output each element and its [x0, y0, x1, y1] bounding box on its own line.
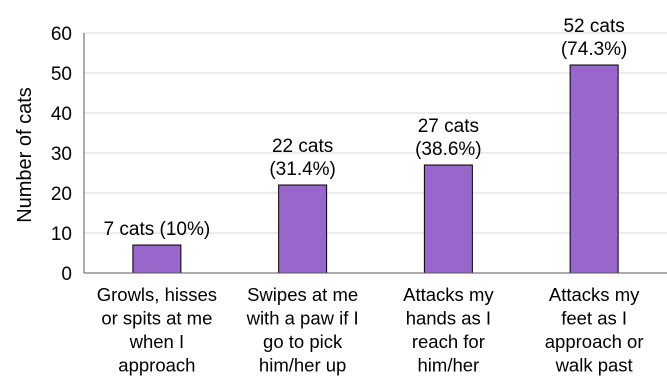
- bar-2: [278, 184, 328, 274]
- category-label-line: him/her up: [259, 355, 346, 376]
- data-label-3: 27 cats (38.6%): [415, 116, 482, 160]
- axes: [83, 33, 667, 274]
- y-tick-label: 40: [51, 104, 72, 125]
- y-tick-label: 20: [51, 184, 72, 205]
- data-label-line: 27 cats: [418, 116, 479, 137]
- y-tick-label: 0: [61, 264, 72, 285]
- bar-3: [423, 164, 473, 274]
- category-label-line: Attacks my: [549, 284, 640, 305]
- category-labels: Growls, hisses or spits at me when I approa…: [97, 284, 644, 376]
- category-label-line: Attacks my: [403, 284, 494, 305]
- y-tick-label: 30: [51, 144, 72, 165]
- y-axis-title: Number of cats: [14, 87, 36, 223]
- data-label-4: 52 cats (74.3%): [561, 16, 628, 60]
- y-tick-label: 50: [51, 64, 72, 85]
- bar-1: [132, 244, 182, 274]
- bars: [132, 64, 619, 274]
- category-label-line: him/her: [418, 355, 480, 376]
- y-tick-label: 10: [51, 224, 72, 245]
- y-tick-labels: 0 10 20 30 40 50 60: [51, 24, 72, 285]
- data-label-line: 22 cats: [272, 136, 333, 157]
- category-label-line: when I: [129, 331, 185, 352]
- category-label-line: hands as I: [406, 308, 491, 329]
- category-label-line: Swipes at me: [247, 284, 358, 305]
- category-label-line: feet as I: [561, 308, 627, 329]
- category-label-line: approach: [118, 355, 195, 376]
- data-label-line: 52 cats: [563, 16, 624, 37]
- data-labels: 7 cats (10%) 22 cats (31.4%) 27 cats (38.6%)…: [104, 16, 628, 240]
- bar-4: [569, 64, 619, 274]
- y-tick-label: 60: [51, 24, 72, 45]
- category-label-line: approach or: [545, 331, 644, 352]
- category-label-line: go to pick: [263, 331, 343, 352]
- category-label-line: Growls, hisses: [97, 284, 217, 305]
- category-label-line: reach for: [412, 331, 485, 352]
- data-label-line: 7 cats (10%): [104, 219, 211, 240]
- category-label-line: or spits at me: [101, 308, 212, 329]
- category-label-line: with a paw if I: [246, 308, 359, 329]
- data-label-line: (31.4%): [269, 159, 336, 180]
- data-label-line: (74.3%): [561, 39, 628, 60]
- data-label-1: 7 cats (10%): [104, 219, 211, 240]
- data-label-line: (38.6%): [415, 139, 482, 160]
- category-label-line: walk past: [555, 355, 633, 376]
- category-label-1: Growls, hisses or spits at me when I approa…: [97, 284, 217, 376]
- data-label-2: 22 cats (31.4%): [269, 136, 336, 180]
